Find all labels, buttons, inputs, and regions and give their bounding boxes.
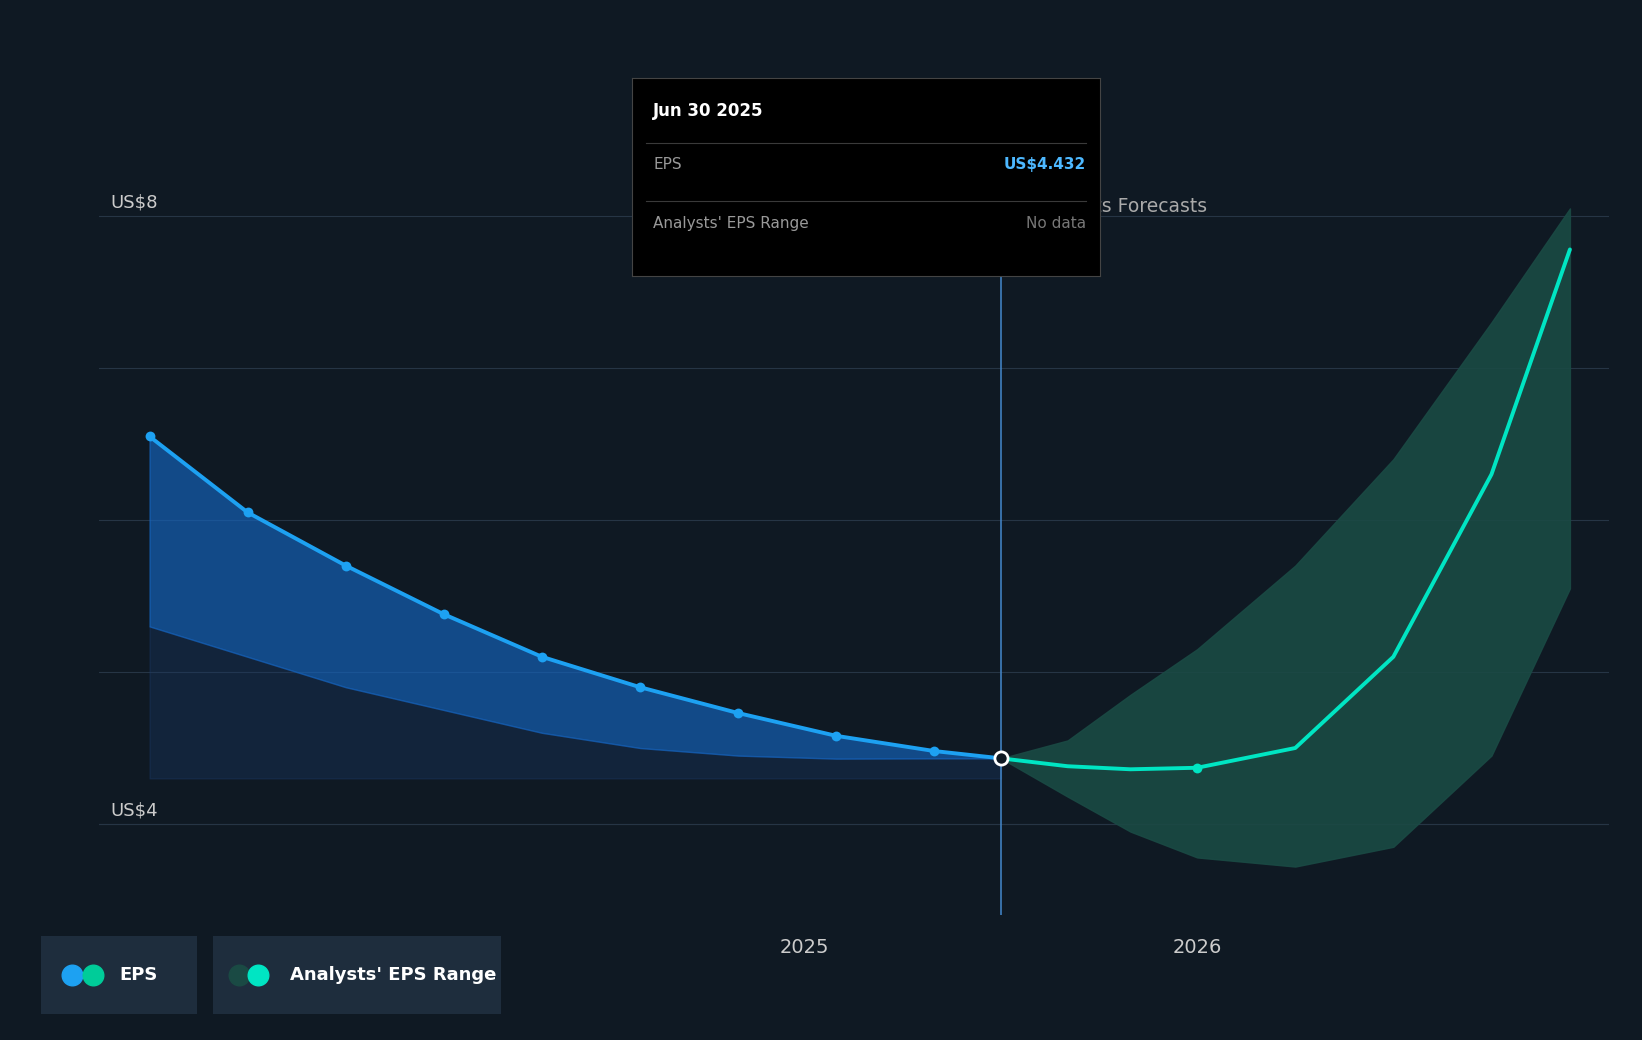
Point <box>988 750 1015 766</box>
Point <box>79 967 105 984</box>
Point <box>333 557 360 574</box>
Text: US$4: US$4 <box>110 802 158 820</box>
Point <box>245 967 271 984</box>
Point <box>921 743 947 759</box>
Text: 2025: 2025 <box>780 938 829 957</box>
Point <box>136 428 163 445</box>
Point <box>430 606 456 623</box>
Text: Analysts' EPS Range: Analysts' EPS Range <box>654 216 810 231</box>
Text: 2024: 2024 <box>388 938 437 957</box>
Text: US$8: US$8 <box>110 193 158 211</box>
Text: No data: No data <box>1026 216 1085 231</box>
Text: Actual: Actual <box>918 197 985 216</box>
Point <box>627 679 654 696</box>
Point <box>227 967 253 984</box>
Text: EPS: EPS <box>654 157 681 172</box>
Text: Jun 30 2025: Jun 30 2025 <box>654 102 764 120</box>
Point <box>823 728 849 745</box>
Text: Analysts' EPS Range: Analysts' EPS Range <box>289 966 496 984</box>
Text: 2026: 2026 <box>1172 938 1222 957</box>
Point <box>59 967 85 984</box>
Text: EPS: EPS <box>120 966 158 984</box>
Point <box>235 504 261 521</box>
Point <box>1184 759 1210 776</box>
Text: US$4.432: US$4.432 <box>1003 157 1085 172</box>
Text: Analysts Forecasts: Analysts Forecasts <box>1033 197 1207 216</box>
Point <box>529 649 555 666</box>
Point <box>726 705 752 722</box>
